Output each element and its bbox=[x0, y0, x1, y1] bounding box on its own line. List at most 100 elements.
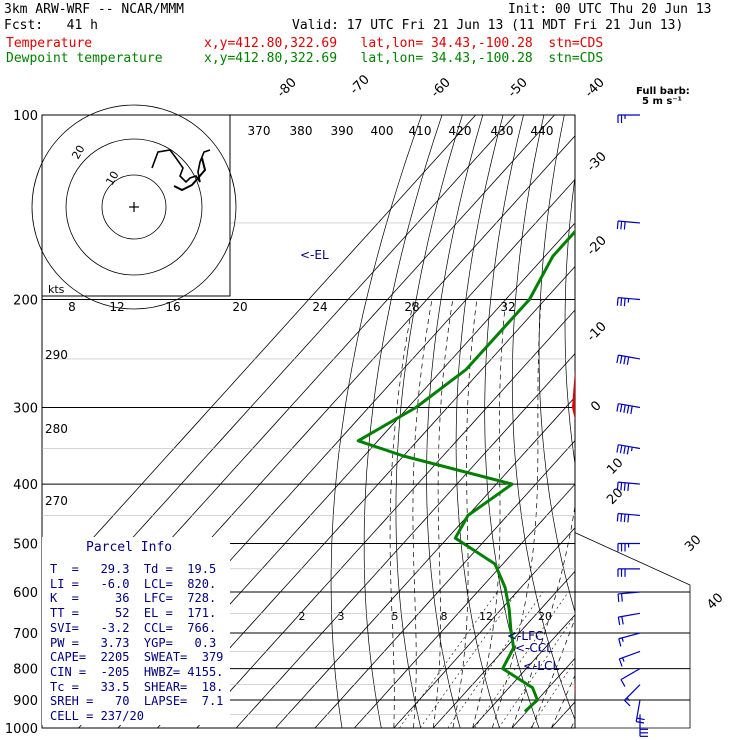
dry-adiabat-line bbox=[395, 115, 463, 728]
theta-tick-label: 420 bbox=[449, 124, 472, 138]
isotherm-label: -50 bbox=[505, 75, 531, 101]
moist-adiabat-line bbox=[491, 299, 542, 728]
mixing-ratio-label: 20 bbox=[538, 610, 552, 623]
barb-flag bbox=[617, 593, 620, 602]
speed-tick-label: 32 bbox=[500, 300, 515, 314]
pressure-tick-label: 1000 bbox=[5, 722, 38, 737]
pressure-tick-label: 900 bbox=[13, 694, 38, 709]
wind-barb bbox=[616, 220, 641, 230]
parcel-row: PW = 3.73 YGP= 0.3 bbox=[50, 635, 217, 650]
theta-tick-label: 430 bbox=[491, 124, 514, 138]
theta-tick-label: 440 bbox=[531, 124, 554, 138]
dewpoint-trace bbox=[356, 229, 575, 713]
barb-flag bbox=[620, 679, 626, 687]
temperature-legend: Temperature bbox=[6, 36, 93, 51]
barb-flag bbox=[630, 405, 633, 415]
wind-barb bbox=[618, 632, 641, 647]
isotherm-label: -40 bbox=[582, 75, 608, 101]
hodograph-trace bbox=[151, 149, 211, 184]
barb-flag bbox=[619, 445, 623, 454]
barb-title: Full barb: bbox=[636, 86, 690, 97]
barb-flag bbox=[619, 355, 623, 364]
pressure-tick-label: 500 bbox=[13, 537, 38, 552]
wind-barb bbox=[616, 297, 641, 307]
theta-tick-label: 380 bbox=[290, 124, 313, 138]
dry-adiabat-line bbox=[564, 174, 575, 467]
isotherm-label: 40 bbox=[704, 591, 726, 613]
isotherm-label: 10 bbox=[604, 456, 626, 478]
hodograph-ring bbox=[31, 104, 237, 310]
isotherm-line bbox=[196, 309, 575, 728]
wind-barb bbox=[616, 403, 641, 415]
barb-flag bbox=[623, 221, 626, 230]
barb-flag bbox=[616, 444, 619, 453]
wind-barb bbox=[616, 481, 641, 492]
barb-flag bbox=[620, 221, 623, 230]
wind-barb bbox=[617, 591, 641, 602]
parcel-info-title: Parcel Info bbox=[86, 540, 173, 555]
barb-flag bbox=[626, 446, 630, 455]
barb-flag bbox=[623, 404, 626, 413]
barb-flag bbox=[621, 616, 624, 625]
isotherm-label: -30 bbox=[584, 149, 610, 175]
dewpoint-location: x,y=412.80,322.69 lat,lon= 34.43,-100.28… bbox=[204, 51, 604, 66]
wind-barbs bbox=[616, 114, 648, 737]
dry-adiabat-line bbox=[538, 115, 575, 614]
mixing-ratio-line bbox=[474, 591, 569, 728]
barb-flag bbox=[623, 356, 626, 365]
dry-adiabat-line bbox=[363, 115, 443, 728]
wind-barb bbox=[635, 699, 645, 724]
isotherm-line bbox=[354, 483, 575, 728]
parcel-row: Tc = 33.5 SHEAR= 18. bbox=[50, 679, 224, 694]
parcel-row: TT = 52 EL = 171. bbox=[50, 606, 217, 621]
parcel-row: LI = -6.0 LCL= 820. bbox=[50, 576, 217, 591]
barb-flag bbox=[636, 721, 645, 724]
hodograph-trace bbox=[173, 157, 207, 192]
speed-tick-label: 20 bbox=[232, 300, 247, 314]
barb-flag bbox=[617, 617, 621, 626]
barb-flag bbox=[620, 593, 623, 602]
barb-flag bbox=[636, 717, 645, 721]
barb-flag bbox=[618, 638, 622, 647]
moist-adiabat-line bbox=[432, 299, 454, 728]
wind-barb bbox=[618, 650, 641, 667]
pressure-tick-label: 800 bbox=[13, 663, 38, 678]
wind-barb bbox=[617, 114, 640, 123]
pressure-tick-label: 700 bbox=[13, 627, 38, 642]
speed-tick-label: 8 bbox=[68, 300, 76, 314]
theta-tick-label: 390 bbox=[331, 124, 354, 138]
dry-adiabat-line bbox=[615, 115, 736, 728]
mixing-ratio-label: 5 bbox=[392, 610, 399, 623]
barb-flag bbox=[616, 513, 619, 522]
barb-flag bbox=[616, 220, 619, 230]
wind-barb bbox=[616, 444, 641, 455]
theta-side-label: 280 bbox=[45, 422, 68, 436]
barb-flag bbox=[623, 298, 626, 307]
barb-staff bbox=[618, 297, 641, 301]
isotherm-label: 20 bbox=[604, 486, 626, 508]
dry-adiabat-line bbox=[661, 115, 740, 728]
barb-flag bbox=[620, 297, 623, 306]
isotherm-label: -10 bbox=[584, 319, 610, 345]
speed-tick-label: 28 bbox=[404, 300, 419, 314]
moist-adiabat-line bbox=[472, 299, 507, 728]
barb-staff bbox=[618, 591, 641, 595]
barb-flag bbox=[623, 482, 626, 491]
wind-barb bbox=[617, 542, 640, 552]
mixing-ratio-line bbox=[447, 591, 544, 728]
barb-half-flag bbox=[630, 447, 633, 452]
temperature-location: x,y=412.80,322.69 lat,lon= 34.43,-100.28… bbox=[204, 36, 604, 51]
mixing-ratio-label: 3 bbox=[338, 610, 345, 623]
wind-barb bbox=[639, 714, 648, 737]
moist-adiabat-line bbox=[412, 299, 433, 728]
barb-flag bbox=[616, 355, 619, 364]
isotherm-line bbox=[630, 115, 740, 728]
moist-adiabat-line bbox=[452, 299, 478, 728]
hodograph-ring-label: 20 bbox=[69, 143, 87, 162]
hodograph-ring-label: 10 bbox=[103, 169, 121, 188]
parcel-row: T = 29.3 Td = 19.5 bbox=[50, 562, 217, 576]
barb-flag bbox=[616, 403, 619, 412]
isotherm-label: 30 bbox=[682, 533, 704, 555]
